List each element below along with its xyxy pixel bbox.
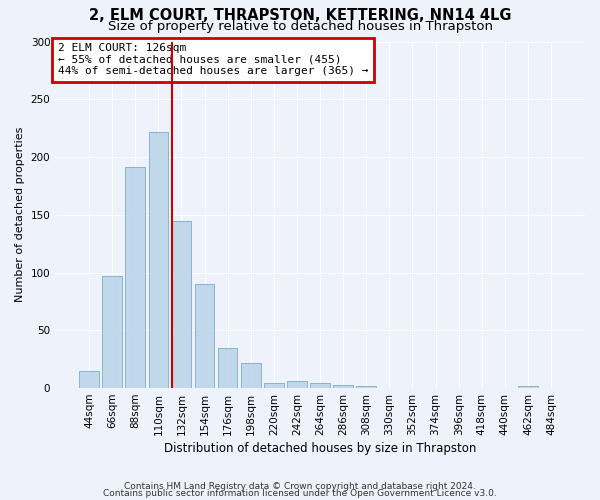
Bar xyxy=(172,220,191,388)
Bar xyxy=(79,370,99,388)
X-axis label: Distribution of detached houses by size in Thrapston: Distribution of detached houses by size … xyxy=(164,442,476,455)
Bar xyxy=(195,284,214,388)
Text: 2 ELM COURT: 126sqm
← 55% of detached houses are smaller (455)
44% of semi-detac: 2 ELM COURT: 126sqm ← 55% of detached ho… xyxy=(58,43,368,76)
Bar xyxy=(241,362,260,388)
Bar xyxy=(149,132,168,388)
Bar xyxy=(218,348,238,388)
Bar xyxy=(125,168,145,388)
Bar xyxy=(356,386,376,388)
Bar xyxy=(103,276,122,388)
Text: Contains HM Land Registry data © Crown copyright and database right 2024.: Contains HM Land Registry data © Crown c… xyxy=(124,482,476,491)
Bar xyxy=(310,384,330,388)
Text: 2, ELM COURT, THRAPSTON, KETTERING, NN14 4LG: 2, ELM COURT, THRAPSTON, KETTERING, NN14… xyxy=(89,8,511,22)
Text: Size of property relative to detached houses in Thrapston: Size of property relative to detached ho… xyxy=(107,20,493,33)
Y-axis label: Number of detached properties: Number of detached properties xyxy=(15,127,25,302)
Bar xyxy=(518,386,538,388)
Text: Contains public sector information licensed under the Open Government Licence v3: Contains public sector information licen… xyxy=(103,488,497,498)
Bar xyxy=(264,384,284,388)
Bar xyxy=(287,381,307,388)
Bar xyxy=(334,384,353,388)
